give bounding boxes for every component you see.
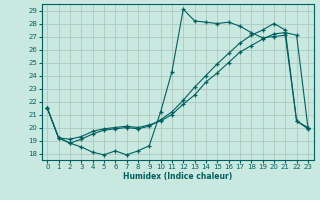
X-axis label: Humidex (Indice chaleur): Humidex (Indice chaleur) <box>123 172 232 181</box>
